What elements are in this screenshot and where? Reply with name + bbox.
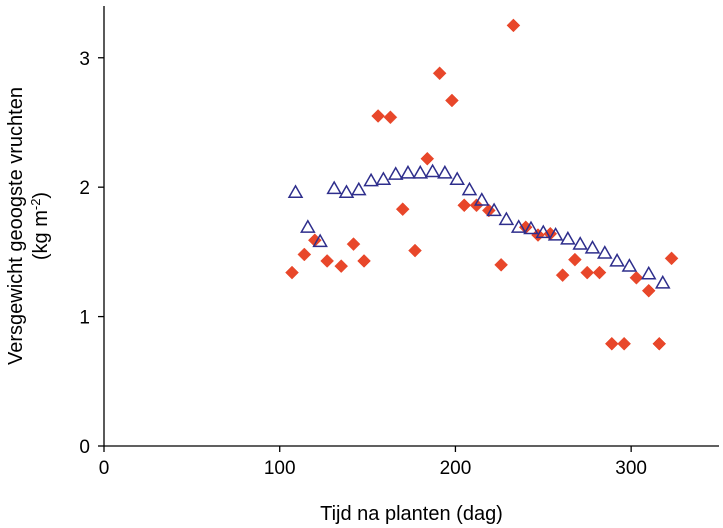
triangle-point (287, 184, 304, 198)
triangle-point (560, 230, 576, 245)
diamond-point (617, 336, 631, 351)
triangle-point (375, 171, 392, 186)
diamond-point (395, 202, 410, 217)
y-axis-title-line2: (kg m-2) (28, 192, 53, 260)
triangle-point (510, 219, 527, 233)
triangle-point (486, 202, 502, 217)
diamond-point (664, 251, 679, 266)
triangle-point (461, 181, 478, 196)
triangle-point (535, 224, 552, 239)
triangle-point (473, 192, 490, 206)
triangle-point (584, 239, 601, 254)
diamond-point (604, 336, 619, 351)
x-axis-title: Tijd na planten (dag) (320, 503, 503, 525)
y-axis-unit-exponent: -2 (28, 199, 43, 211)
x-tick-label: 300 (615, 458, 647, 479)
triangle-point (547, 227, 564, 241)
diamond-point (334, 259, 349, 273)
x-tick-label: 100 (264, 458, 296, 479)
diamond-point (555, 268, 570, 283)
diamond-point (357, 254, 371, 268)
diamond-point (641, 283, 656, 298)
triangle-point (449, 171, 465, 186)
triangle-point (412, 164, 429, 179)
triangle-point (300, 219, 316, 233)
diamond-point (568, 252, 582, 267)
diamond-point (580, 265, 595, 280)
diamond-point (494, 257, 508, 272)
triangle-point (350, 181, 367, 196)
triangle-point (498, 211, 515, 226)
triangle-point (387, 166, 404, 180)
diamond-point (592, 265, 607, 280)
y-axis-title-line1: Versgewicht geoogste vruchten (5, 87, 27, 365)
diamond-point (346, 237, 361, 251)
y-axis-title: Versgewicht geoogste vruchten (kg m-2) (5, 87, 52, 365)
diamond-point (457, 198, 472, 213)
diamond-point (506, 18, 521, 33)
ticks: 0 100 200 300 0 1 2 3 (79, 49, 647, 479)
triangle-point (424, 163, 441, 178)
y-axis-unit-prefix: (kg m (30, 210, 52, 260)
x-tick-label: 0 (99, 458, 110, 479)
data-points (285, 18, 679, 351)
triangle-point (596, 245, 613, 259)
y-tick-label: 3 (79, 49, 90, 70)
diamond-point (445, 93, 459, 108)
y-axis-unit-suffix: ) (30, 192, 52, 199)
diamond-point (297, 247, 312, 262)
triangle-point (572, 236, 588, 250)
y-tick-label: 0 (79, 437, 90, 458)
y-tick-label: 1 (79, 308, 90, 329)
diamond-point (629, 270, 644, 285)
diamond-point (320, 254, 335, 268)
triangle-point (621, 258, 638, 272)
triangle-point (437, 164, 453, 179)
diamond-point (652, 336, 667, 351)
triangle-point (338, 184, 355, 198)
y-tick-label: 2 (79, 178, 90, 199)
triangle-point (326, 180, 342, 195)
triangle-point (609, 252, 625, 267)
triangle-point (523, 220, 539, 235)
x-tick-label: 200 (440, 458, 472, 479)
triangle-point (312, 233, 328, 248)
triangle-point (654, 274, 671, 289)
diamond-point (383, 110, 398, 125)
diamond-point (285, 265, 299, 280)
triangle-point (400, 164, 416, 179)
diamond-point (408, 243, 422, 258)
diamond-point (420, 151, 435, 166)
diamond-point (371, 109, 385, 123)
triangle-point (640, 265, 657, 280)
axes (103, 6, 719, 447)
triangle-point (363, 172, 379, 187)
diamond-point (432, 66, 447, 81)
